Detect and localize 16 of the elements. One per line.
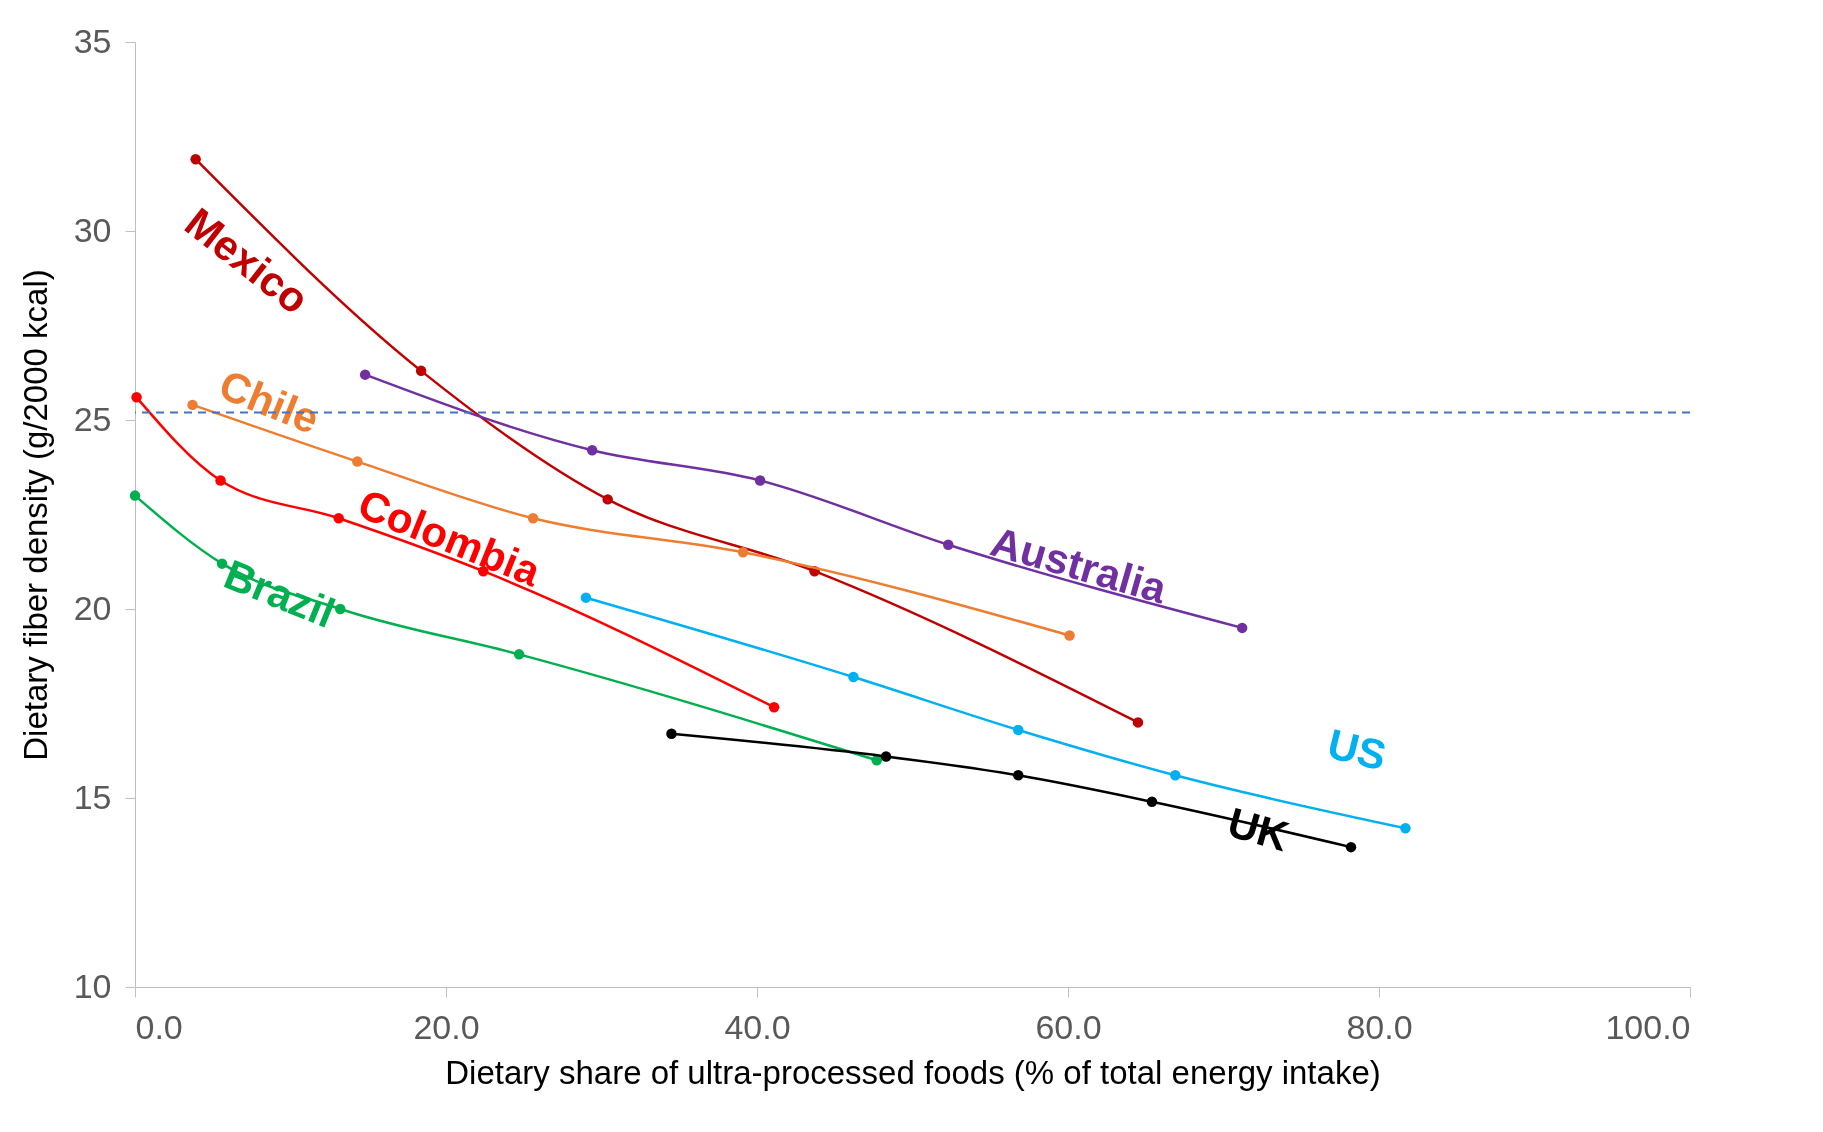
y-axis-title: Dietary fiber density (g/2000 kcal) bbox=[16, 269, 54, 761]
text: Chile bbox=[212, 360, 326, 443]
y-tick-label: 35 bbox=[73, 21, 112, 60]
x-tick-label: 80.0 bbox=[1346, 1007, 1413, 1046]
x-axis-title: Dietary share of ultra-processed foods (% of total energy intake) bbox=[445, 1053, 1381, 1091]
x-tick-label: 40.0 bbox=[724, 1007, 791, 1046]
y-tick-label: 25 bbox=[73, 399, 112, 438]
y-tick-label: 15 bbox=[73, 777, 112, 816]
y-tick-label: 20 bbox=[73, 588, 112, 627]
y-tick-label: 30 bbox=[73, 210, 112, 249]
x-tick-label: 60.0 bbox=[1035, 1007, 1102, 1046]
x-tick-label: 20.0 bbox=[413, 1007, 480, 1046]
y-tick-label: 10 bbox=[73, 966, 112, 1005]
x-tick-label: 0.0 bbox=[135, 1007, 183, 1046]
text: US bbox=[1323, 719, 1391, 780]
x-tick-label: 100.0 bbox=[1605, 1007, 1691, 1046]
